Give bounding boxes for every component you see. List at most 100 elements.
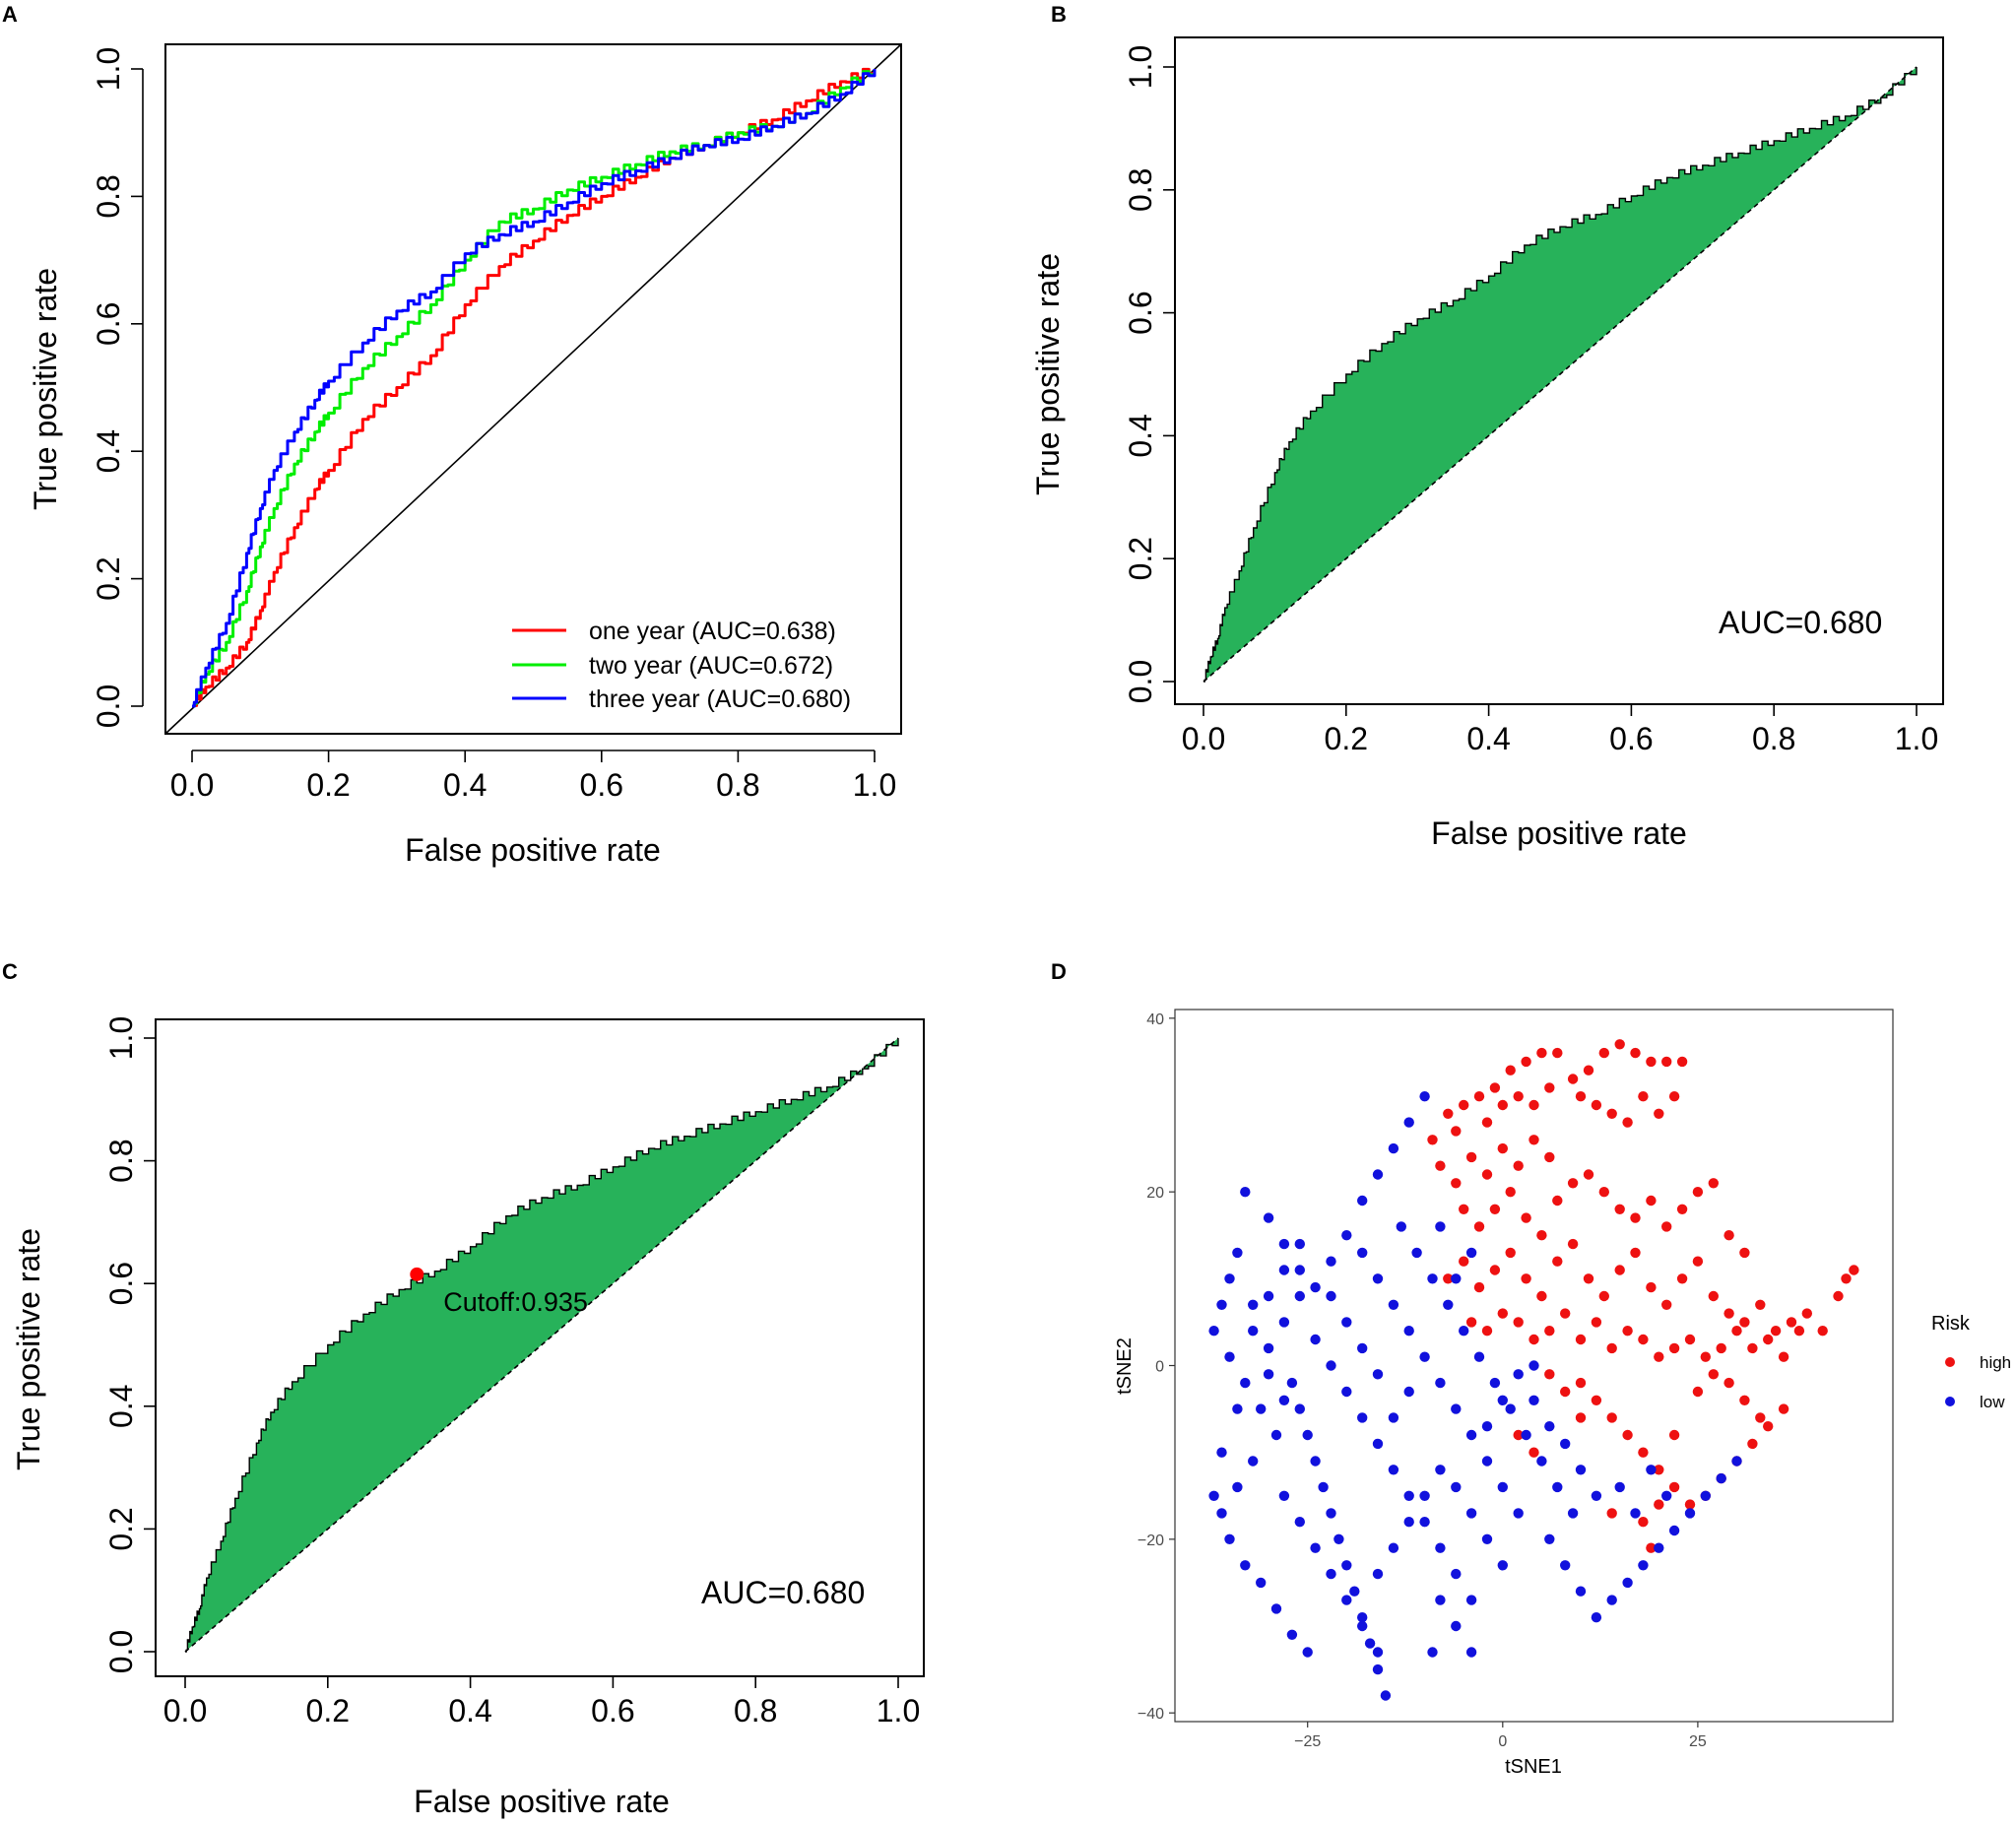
point-high (1630, 1247, 1641, 1259)
point-high (1591, 1395, 1602, 1406)
point-low (1224, 1351, 1235, 1362)
point-low (1451, 1273, 1462, 1284)
panel-c-cutoff-point (410, 1267, 424, 1281)
point-low (1372, 1647, 1384, 1658)
point-high (1544, 1082, 1555, 1093)
point-low (1294, 1238, 1306, 1250)
point-high (1451, 1178, 1462, 1189)
point-high (1427, 1135, 1438, 1145)
point-low (1286, 1377, 1298, 1389)
point-high (1552, 1195, 1563, 1206)
point-high (1575, 1091, 1587, 1102)
point-low (1372, 1369, 1384, 1380)
y-tick-label: 0.6 (91, 302, 126, 346)
point-low (1700, 1490, 1712, 1502)
point-low (1372, 1663, 1384, 1675)
point-low (1473, 1351, 1485, 1362)
point-high (1583, 1065, 1594, 1076)
point-high (1654, 1499, 1664, 1510)
panel-a-x-axis: 0.0 0.2 0.4 0.6 0.8 1.0 (170, 750, 896, 803)
legend-label-three-year: three year (AUC=0.680) (589, 685, 851, 713)
point-low (1481, 1533, 1493, 1545)
point-low (1357, 1195, 1368, 1206)
point-low (1661, 1490, 1672, 1502)
point-low (1591, 1490, 1602, 1502)
point-low (1427, 1273, 1438, 1284)
y-tick-label: 40 (1146, 1011, 1164, 1028)
x-tick-label: 0.4 (1466, 721, 1510, 756)
point-low (1451, 1620, 1462, 1632)
point-low (1388, 1465, 1399, 1475)
point-low (1481, 1456, 1493, 1467)
point-low (1333, 1533, 1344, 1545)
point-high (1544, 1326, 1555, 1337)
roc-line-three-year (192, 69, 877, 708)
point-high (1567, 1178, 1579, 1189)
point-low (1419, 1517, 1430, 1528)
point-high (1505, 1247, 1516, 1259)
point-low (1248, 1326, 1259, 1337)
point-low (1544, 1421, 1555, 1432)
legend-label-low: low (1980, 1393, 2005, 1411)
point-high (1723, 1377, 1734, 1389)
panel-c-x-label: False positive rate (414, 1784, 670, 1819)
point-low (1388, 1542, 1399, 1553)
point-low (1459, 1326, 1469, 1337)
point-high (1536, 1230, 1547, 1241)
point-low (1326, 1360, 1336, 1371)
panel-d-x-axis: −25 0 25 (1294, 1722, 1707, 1750)
point-low (1575, 1586, 1587, 1597)
panel-b-auc-area: 0.0 0.2 0.4 0.6 0.8 1.0 0.0 0.2 0.4 0.6 0.8 1.0 AU… (1030, 36, 1944, 851)
point-low (1654, 1542, 1664, 1553)
point-low (1208, 1490, 1219, 1502)
legend-dot-high (1945, 1357, 1955, 1367)
y-tick-label: 0.0 (103, 1630, 139, 1673)
point-low (1256, 1403, 1267, 1414)
point-high (1763, 1334, 1774, 1345)
point-high (1630, 1212, 1641, 1223)
point-low (1326, 1256, 1336, 1267)
point-high (1646, 1195, 1657, 1206)
panel-d-y-axis: −40 −20 0 20 40 (1138, 1011, 1175, 1723)
panel-letter-b: B (1051, 2, 1067, 27)
point-low (1544, 1533, 1555, 1545)
point-high (1833, 1290, 1844, 1302)
point-high (1755, 1412, 1766, 1423)
point-high (1638, 1334, 1649, 1345)
panel-c-roc-curve (185, 1038, 899, 1653)
point-high (1638, 1517, 1649, 1528)
point-high (1560, 1308, 1571, 1319)
y-tick-label: 0.4 (91, 429, 126, 473)
point-low (1419, 1091, 1430, 1102)
x-tick-label: 25 (1689, 1733, 1707, 1750)
point-high (1606, 1412, 1617, 1423)
panel-a-plot-box (164, 43, 902, 735)
point-high (1614, 1265, 1625, 1275)
panel-b-roc-curve (1203, 67, 1918, 683)
point-high (1435, 1160, 1446, 1171)
panel-c-x-axis: 0.0 0.2 0.4 0.6 0.8 1.0 (163, 1675, 920, 1728)
point-high (1591, 1317, 1602, 1328)
point-low (1465, 1647, 1477, 1658)
panel-d-x-label: tSNE1 (1505, 1756, 1562, 1778)
point-low (1294, 1517, 1306, 1528)
point-low (1224, 1273, 1235, 1284)
y-tick-label: −40 (1138, 1706, 1164, 1723)
panel-c-auc-cutoff: 0.0 0.2 0.4 0.6 0.8 1.0 0.0 0.2 0.4 0.6 0.8 1.0 Cu… (11, 1016, 925, 1819)
point-low (1278, 1265, 1290, 1275)
point-high (1473, 1281, 1485, 1293)
point-high (1630, 1047, 1641, 1059)
point-low (1668, 1525, 1680, 1536)
y-tick-label: 0.2 (1123, 537, 1158, 580)
point-high (1497, 1142, 1509, 1154)
panel-a-diagonal-line (164, 43, 902, 735)
point-low (1256, 1577, 1267, 1589)
point-high (1552, 1256, 1563, 1267)
point-high (1739, 1317, 1750, 1328)
point-high (1723, 1230, 1734, 1241)
point-high (1646, 1281, 1657, 1293)
point-low (1560, 1560, 1571, 1571)
panel-b-y-label: True positive rate (1030, 253, 1066, 495)
point-low (1388, 1299, 1399, 1311)
point-high (1739, 1247, 1750, 1259)
